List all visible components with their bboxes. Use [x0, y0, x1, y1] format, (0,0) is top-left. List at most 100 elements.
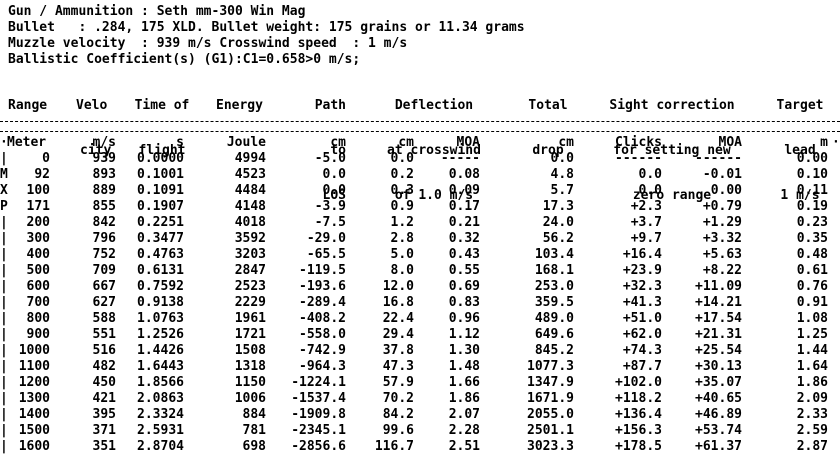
cell-drop: 1347.9	[527, 375, 574, 390]
cell-defl-moa: 1.30	[448, 343, 480, 358]
row-marker: |	[0, 407, 8, 422]
header-range: Range	[8, 68, 47, 143]
cell-path: -7.5	[314, 215, 346, 230]
cell-path: -289.4	[299, 295, 346, 310]
cell-time: 2.5931	[137, 423, 184, 438]
ballistic-table: · Meter m/s s Joule cm cm MOA cm Clicks …	[0, 135, 840, 455]
cell-velocity: 627	[92, 295, 116, 310]
cell-lead: 2.87	[796, 439, 828, 454]
cell-lead: 1.44	[796, 343, 828, 358]
cell-drop: 17.3	[542, 199, 574, 214]
cell-clicks: +16.4	[622, 247, 662, 262]
cell-path: -119.5	[299, 263, 346, 278]
table-row: M 92 893 0.1001 4523 0.0 0.2 0.08 4.8 0.0 -0.01 0.1…	[0, 167, 840, 183]
cell-range: 400	[26, 247, 50, 262]
cell-velocity: 752	[92, 247, 116, 262]
cell-path: 0.0	[322, 167, 346, 182]
table-row: | 1000 516 1.4426 1508 -742.9 37.8 1.30 845.2 +74…	[0, 343, 840, 359]
cell-time: 0.6131	[137, 263, 184, 278]
cell-drop: 4.8	[550, 167, 574, 182]
cell-energy: 4484	[234, 183, 266, 198]
cell-range: 1400	[18, 407, 50, 422]
cell-range: 1200	[18, 375, 50, 390]
cell-moa: +46.89	[695, 407, 742, 422]
cell-drop: 24.0	[542, 215, 574, 230]
cell-time: 0.4763	[137, 247, 184, 262]
cell-drop: 56.2	[542, 231, 574, 246]
header-time: Time of flight	[135, 68, 190, 188]
table-row: X 100 889 0.1091 4484 0.0 0.3 0.09 5.7 0.0 0.00 0.1…	[0, 183, 840, 199]
table-row: | 0 939 0.0000 4994 -5.0 0.0 ----- 0.0 ------ ----…	[0, 151, 840, 167]
cell-drop: 1077.3	[527, 359, 574, 374]
cell-velocity: 371	[92, 423, 116, 438]
table-row: | 900 551 1.2526 1721 -558.0 29.4 1.12 649.6 +62.…	[0, 327, 840, 343]
cell-defl-moa: 0.09	[448, 183, 480, 198]
cell-velocity: 482	[92, 359, 116, 374]
cell-defl-cm: 70.2	[382, 391, 414, 406]
cell-path: -742.9	[299, 343, 346, 358]
cell-defl-cm: 99.6	[382, 423, 414, 438]
table-row: | 500 709 0.6131 2847 -119.5 8.0 0.55 168.1 +23.9…	[0, 263, 840, 279]
cell-lead: 0.76	[796, 279, 828, 294]
cell-lead: 2.33	[796, 407, 828, 422]
header-sight-correction: Sight correction for setting new zero ra…	[609, 68, 734, 233]
cell-velocity: 450	[92, 375, 116, 390]
cell-clicks: 0.0	[638, 183, 662, 198]
cell-path: -1909.8	[291, 407, 346, 422]
header-path-line: to	[330, 143, 346, 158]
cell-drop: 103.4	[534, 247, 574, 262]
cell-range: 0	[42, 151, 50, 166]
cell-moa: +61.37	[695, 439, 742, 454]
cell-lead: 0.61	[796, 263, 828, 278]
table-row: | 1500 371 2.5931 781 -2345.1 99.6 2.28 2501.1 +1…	[0, 423, 840, 439]
table-row: | 600 667 0.7592 2523 -193.6 12.0 0.69 253.0 +32.…	[0, 279, 840, 295]
cell-moa: +30.13	[695, 359, 742, 374]
table-row: | 1100 482 1.6443 1318 -964.3 47.3 1.48 1077.3 +8…	[0, 359, 840, 375]
cell-moa: +17.54	[695, 311, 742, 326]
unit-path: cm	[330, 135, 346, 150]
cell-clicks: +102.0	[615, 375, 662, 390]
cell-path: -3.9	[314, 199, 346, 214]
table-row: | 1400 395 2.3324 884 -1909.8 84.2 2.07 2055.0 +1…	[0, 407, 840, 423]
data-rows: | 0 939 0.0000 4994 -5.0 0.0 ----- 0.0 ------ ----…	[0, 151, 840, 455]
cell-moa: ------	[695, 151, 742, 166]
row-marker: |	[0, 359, 8, 374]
cell-lead: 1.86	[796, 375, 828, 390]
cell-time: 1.8566	[137, 375, 184, 390]
cell-path: -65.5	[306, 247, 346, 262]
cell-defl-cm: 84.2	[382, 407, 414, 422]
cell-defl-moa: 2.51	[448, 439, 480, 454]
cell-defl-moa: 1.66	[448, 375, 480, 390]
cell-time: 1.4426	[137, 343, 184, 358]
unit-moa: MOA	[718, 135, 742, 150]
cell-velocity: 709	[92, 263, 116, 278]
cell-lead: 0.91	[796, 295, 828, 310]
cell-clicks: +87.7	[622, 359, 662, 374]
cell-energy: 1150	[234, 375, 266, 390]
cell-moa: +40.65	[695, 391, 742, 406]
cell-moa: +14.21	[695, 295, 742, 310]
cell-clicks: +62.0	[622, 327, 662, 342]
cell-path: -1537.4	[291, 391, 346, 406]
row-marker: |	[0, 263, 8, 278]
cell-drop: 489.0	[534, 311, 574, 326]
cell-energy: 4148	[234, 199, 266, 214]
cell-clicks: +41.3	[622, 295, 662, 310]
header-sight-line: for setting new	[613, 143, 731, 158]
cell-range: 1500	[18, 423, 50, 438]
cell-velocity: 939	[92, 151, 116, 166]
cell-moa: +53.74	[695, 423, 742, 438]
cell-defl-moa: 0.43	[448, 247, 480, 262]
row-marker: |	[0, 375, 8, 390]
row-marker: |	[0, 151, 8, 166]
bullet-line: Bullet : .284, 175 XLD. Bullet weight: 1…	[8, 20, 525, 35]
cell-path: -1224.1	[291, 375, 346, 390]
unit-deflection-moa: MOA	[456, 135, 480, 150]
header-deflection-line: at crosswind	[387, 143, 481, 158]
cell-lead: 1.25	[796, 327, 828, 342]
cell-defl-cm: 8.0	[390, 263, 414, 278]
cell-moa: +0.79	[702, 199, 742, 214]
row-marker: X	[0, 183, 8, 198]
cell-energy: 884	[242, 407, 266, 422]
